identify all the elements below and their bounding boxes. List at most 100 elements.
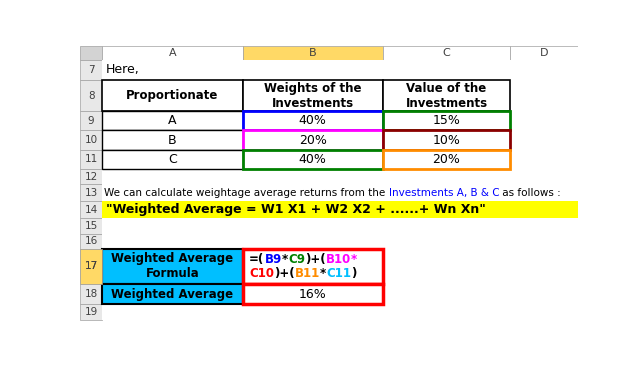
Text: We can calculate weightage average returns from the: We can calculate weightage average retur… [104, 188, 389, 198]
Text: 8: 8 [88, 91, 94, 101]
Text: *: * [351, 253, 357, 266]
Text: 15%: 15% [433, 114, 460, 127]
Bar [510, 46, 578, 59]
Text: C10: C10 [249, 267, 274, 280]
Bar [102, 111, 578, 130]
Bar [80, 130, 102, 150]
Text: Value of the
Investments: Value of the Investments [405, 82, 487, 110]
Bar [102, 150, 578, 169]
Text: )+(: )+( [274, 267, 295, 280]
Text: A: A [168, 114, 177, 127]
Text: *: * [282, 253, 288, 266]
Bar [80, 80, 102, 111]
Text: =(: =( [249, 253, 265, 266]
Text: as follows :: as follows : [499, 188, 561, 198]
Bar [102, 201, 578, 218]
Text: Weighted Average: Weighted Average [112, 288, 234, 301]
Bar [80, 46, 102, 59]
Text: 20%: 20% [299, 134, 327, 147]
Bar [80, 249, 102, 283]
Bar [102, 80, 578, 111]
Bar [102, 130, 578, 150]
Bar [383, 80, 510, 111]
Text: 14: 14 [85, 205, 98, 215]
Text: A: A [169, 48, 177, 58]
Text: 9: 9 [88, 116, 94, 126]
Bar [102, 201, 578, 218]
Text: )+(: )+( [305, 253, 325, 266]
Text: B11: B11 [295, 267, 320, 280]
Text: 19: 19 [85, 307, 98, 317]
Bar [383, 46, 510, 59]
Bar [243, 283, 383, 304]
Bar [102, 130, 243, 150]
Bar [102, 184, 578, 201]
Bar [243, 111, 383, 130]
Bar [102, 234, 578, 249]
Bar [383, 150, 510, 169]
Text: 12: 12 [85, 171, 98, 182]
Text: *: * [320, 267, 326, 280]
Bar [80, 169, 102, 184]
Text: 10: 10 [85, 135, 98, 145]
Bar [80, 111, 102, 130]
Text: C11: C11 [326, 267, 351, 280]
Bar [102, 249, 243, 283]
Bar [243, 249, 383, 283]
Text: 15: 15 [85, 221, 98, 231]
Text: Here,: Here, [106, 64, 139, 77]
Text: B9: B9 [265, 253, 282, 266]
Bar [243, 130, 383, 150]
Text: Weights of the
Investments: Weights of the Investments [264, 82, 361, 110]
Text: C: C [168, 153, 177, 166]
Text: 13: 13 [85, 188, 98, 198]
Bar [102, 283, 243, 304]
Text: Investments A, B & C: Investments A, B & C [389, 188, 499, 198]
Bar [80, 304, 102, 320]
Bar [80, 59, 102, 80]
Bar [102, 111, 243, 130]
Text: B: B [168, 134, 177, 147]
Bar [243, 80, 383, 111]
Bar [243, 46, 383, 59]
Text: Proportionate: Proportionate [126, 89, 219, 102]
Bar [102, 150, 243, 169]
Bar [383, 130, 510, 150]
Bar [80, 249, 102, 283]
Bar [102, 283, 578, 304]
Bar [80, 283, 102, 304]
Text: B10: B10 [325, 253, 351, 266]
Bar [80, 218, 102, 234]
Text: 10%: 10% [433, 134, 460, 147]
Bar [102, 80, 243, 111]
Text: C9: C9 [288, 253, 305, 266]
Text: 17: 17 [85, 261, 98, 271]
Bar [243, 150, 383, 169]
Bar [102, 59, 578, 80]
Bar [102, 169, 578, 184]
Text: ): ) [351, 267, 357, 280]
Text: D: D [540, 48, 548, 58]
Bar [80, 150, 102, 169]
Text: "Weighted Average = W1 X1 + W2 X2 + ......+ Wn Xn": "Weighted Average = W1 X1 + W2 X2 + ....… [106, 203, 486, 216]
Text: Weighted Average
Formula: Weighted Average Formula [112, 252, 234, 280]
Bar [102, 46, 243, 59]
Text: 7: 7 [88, 65, 94, 75]
Text: 11: 11 [85, 154, 98, 164]
Text: 18: 18 [85, 289, 98, 299]
Text: 20%: 20% [433, 153, 460, 166]
Text: 16%: 16% [299, 288, 327, 301]
Text: 40%: 40% [299, 114, 327, 127]
Bar [102, 218, 578, 234]
Text: 40%: 40% [299, 153, 327, 166]
Text: B: B [309, 48, 317, 58]
Bar [80, 184, 102, 201]
Bar [80, 201, 102, 218]
Bar [80, 234, 102, 249]
Text: 16: 16 [85, 236, 98, 246]
Bar [383, 111, 510, 130]
Text: 17: 17 [85, 261, 98, 271]
Bar [102, 249, 578, 283]
Bar [102, 304, 578, 320]
Text: C: C [442, 48, 450, 58]
